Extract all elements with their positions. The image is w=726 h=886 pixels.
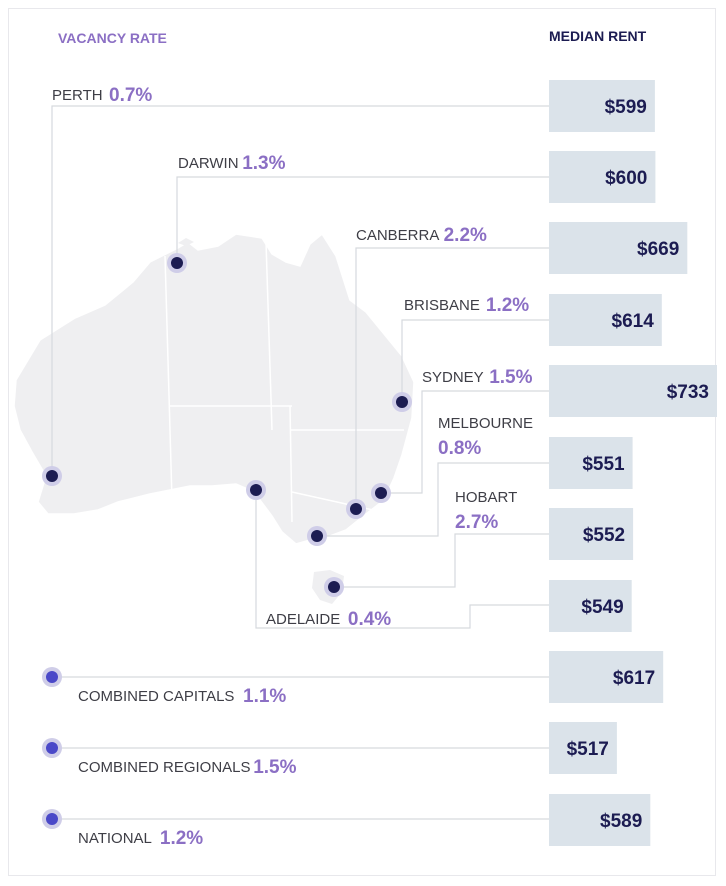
- city-label-hobart: HOBART: [455, 489, 517, 506]
- connector-adelaide: [255, 490, 549, 629]
- marker-adelaide: [250, 484, 262, 496]
- map-mainland: [13, 232, 415, 545]
- city-label-brisbane: BRISBANE: [404, 297, 480, 314]
- city-label-combined-capitals: COMBINED CAPITALS: [78, 688, 234, 705]
- marker-hobart: [328, 581, 340, 593]
- map-border-nt-qld: [265, 241, 273, 431]
- city-label-sydney: SYDNEY: [422, 369, 484, 386]
- vacancy-label-sydney: 1.5%: [489, 367, 532, 388]
- vacancy-rate-header: VACANCY RATE: [58, 30, 167, 46]
- city-label-darwin: DARWIN: [178, 155, 239, 172]
- rent-label-hobart: $552: [583, 525, 625, 546]
- connector-melbourne: [317, 462, 549, 537]
- row-labels: $599 PERTH 0.7% $600 DARWIN 1.3% $669 CANBERRA 2…: [52, 85, 709, 849]
- map-border-wa: [164, 255, 173, 501]
- city-label-national: NATIONAL: [78, 830, 152, 847]
- connector-canberra: [355, 247, 549, 509]
- rent-label-melbourne: $551: [582, 454, 625, 475]
- australia-map: [13, 232, 415, 604]
- map-island-gulf: [250, 260, 256, 270]
- rent-bars: [549, 80, 717, 846]
- rent-label-combined-capitals: $617: [613, 668, 655, 689]
- rent-label-combined-regionals: $517: [567, 739, 609, 760]
- rent-bar-canberra: [549, 222, 688, 274]
- rent-bar-perth: [549, 80, 655, 132]
- rent-bar-darwin: [549, 151, 656, 203]
- marker-perth: [46, 470, 58, 482]
- rent-label-national: $589: [600, 811, 642, 832]
- marker-combined-regionals: [46, 742, 58, 754]
- connector-hobart: [334, 533, 549, 588]
- median-rent-header: MEDIAN RENT: [549, 28, 647, 44]
- marker-national: [46, 813, 58, 825]
- map-border-nsw-vic: [291, 491, 383, 513]
- marker-darwin: [171, 257, 183, 269]
- location-markers: [42, 253, 412, 829]
- connector-perth: [51, 105, 549, 476]
- rent-bar-sydney: [549, 365, 717, 417]
- rent-bar-melbourne: [549, 437, 633, 489]
- rent-label-adelaide: $549: [581, 597, 623, 618]
- vacancy-label-combined-capitals: 1.1%: [243, 686, 286, 707]
- vacancy-label-hobart: 2.7%: [455, 512, 498, 533]
- vacancy-label-canberra: 2.2%: [444, 225, 487, 246]
- marker-sydney: [375, 487, 387, 499]
- rent-label-brisbane: $614: [612, 311, 655, 332]
- city-label-adelaide: ADELAIDE: [266, 611, 340, 628]
- connector-lines: [51, 105, 549, 820]
- rent-bar-hobart: [549, 508, 634, 560]
- rent-label-darwin: $600: [605, 168, 647, 189]
- vacancy-label-national: 1.2%: [160, 828, 203, 849]
- city-label-perth: PERTH: [52, 87, 103, 104]
- rent-bar-combined-regionals: [549, 722, 617, 774]
- chart-frame: [8, 8, 716, 876]
- rent-label-sydney: $733: [667, 382, 709, 403]
- rent-label-perth: $599: [605, 97, 647, 118]
- rent-bar-brisbane: [549, 294, 662, 346]
- vacancy-label-brisbane: 1.2%: [486, 295, 529, 316]
- vacancy-label-adelaide: 0.4%: [348, 609, 391, 630]
- city-label-melbourne: MELBOURNE: [438, 415, 533, 432]
- vacancy-label-melbourne: 0.8%: [438, 438, 481, 459]
- marker-combined-capitals: [46, 671, 58, 683]
- rent-bar-combined-capitals: [549, 651, 664, 703]
- chart-rows: $599 PERTH 0.7% $600 DARWIN 1.3% $669 CANBERRA 2…: [42, 80, 717, 849]
- rent-bar-adelaide: [549, 580, 632, 632]
- map-border-sa-east: [289, 405, 293, 523]
- marker-brisbane: [396, 396, 408, 408]
- map-island-north: [178, 238, 194, 246]
- rent-bar-national: [549, 794, 651, 846]
- connector-brisbane: [401, 319, 549, 402]
- city-label-canberra: CANBERRA: [356, 227, 439, 244]
- rent-label-canberra: $669: [637, 239, 679, 260]
- marker-melbourne: [311, 530, 323, 542]
- vacancy-label-darwin: 1.3%: [242, 153, 285, 174]
- vacancy-label-combined-regionals: 1.5%: [253, 757, 296, 778]
- vacancy-label-perth: 0.7%: [109, 85, 152, 106]
- connector-sydney: [381, 390, 549, 494]
- marker-canberra: [350, 503, 362, 515]
- city-label-combined-regionals: COMBINED REGIONALS: [78, 759, 251, 776]
- connector-darwin: [176, 176, 549, 263]
